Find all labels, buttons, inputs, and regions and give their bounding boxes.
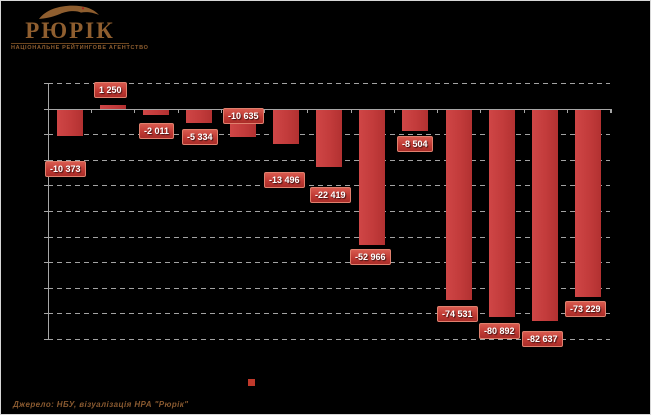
bar-value-label: -74 531 [437, 306, 478, 322]
bar [272, 109, 299, 145]
category-tick [307, 109, 309, 113]
gridline [48, 83, 610, 84]
gridline [48, 313, 610, 315]
y-axis-tick [44, 108, 48, 110]
bar-value-label: -2 011 [139, 123, 175, 139]
bar [56, 109, 83, 137]
category-tick [393, 109, 395, 113]
logo-tagline: НАЦІОНАЛЬНЕ РЕЙТИНГОВЕ АГЕНТСТВО [11, 43, 149, 51]
category-tick [610, 109, 611, 113]
bar-value-label: -13 496 [264, 172, 305, 188]
legend-marker [248, 379, 255, 386]
y-axis-tick [44, 287, 48, 289]
category-tick [566, 109, 568, 113]
y-axis-tick [44, 211, 48, 212]
gridline [48, 339, 610, 340]
bar-value-label: -10 373 [45, 161, 86, 177]
bar [186, 109, 213, 124]
gridline [48, 185, 610, 187]
bar [488, 109, 515, 317]
y-axis-tick [44, 185, 48, 187]
bar-value-label: -10 635 [223, 108, 264, 124]
y-axis-tick [44, 339, 48, 340]
source-note: Джерело: НБУ, візуалізація НРА "Рюрік" [13, 400, 189, 409]
category-tick [91, 109, 93, 113]
y-axis-tick [44, 159, 48, 161]
category-tick [264, 109, 266, 113]
bar [143, 109, 170, 115]
bar [402, 109, 429, 132]
zero-line [48, 108, 612, 110]
y-axis-tick [44, 236, 48, 238]
falcon-icon [39, 5, 99, 19]
y-axis-tick [44, 313, 48, 315]
bar [575, 109, 602, 298]
bar [316, 109, 342, 167]
bar [532, 109, 559, 322]
gridline [48, 211, 610, 212]
gridline [48, 287, 610, 289]
category-tick [48, 109, 49, 113]
y-axis-tick [44, 134, 48, 136]
gridline [48, 262, 610, 264]
bar [359, 109, 386, 246]
bar-value-label: -80 892 [479, 323, 520, 339]
y-axis [48, 83, 49, 340]
bar-value-label: -22 419 [310, 187, 351, 203]
category-tick [134, 109, 136, 113]
category-tick [177, 109, 179, 113]
y-axis-tick [44, 83, 48, 84]
logo: РЮРІК НАЦІОНАЛЬНЕ РЕЙТИНГОВЕ АГЕНТСТВО [11, 4, 149, 51]
bar-value-label: -82 637 [522, 331, 563, 347]
bar-value-label: 1 250 [94, 82, 127, 98]
bar-value-label: -73 229 [565, 301, 606, 317]
y-axis-tick [44, 262, 48, 264]
bar-value-label: -52 966 [350, 249, 391, 265]
logo-title: РЮРІК [25, 18, 115, 43]
x-axis-end-tick [611, 108, 612, 113]
category-tick [523, 109, 525, 113]
gridline [48, 236, 610, 238]
bar-value-label: -8 504 [397, 136, 433, 152]
bar-value-label: -5 334 [182, 129, 218, 145]
bar [99, 105, 126, 109]
category-tick [480, 109, 482, 113]
bar [445, 109, 472, 301]
category-tick [350, 109, 352, 113]
category-tick [220, 109, 222, 113]
category-tick [437, 109, 439, 113]
